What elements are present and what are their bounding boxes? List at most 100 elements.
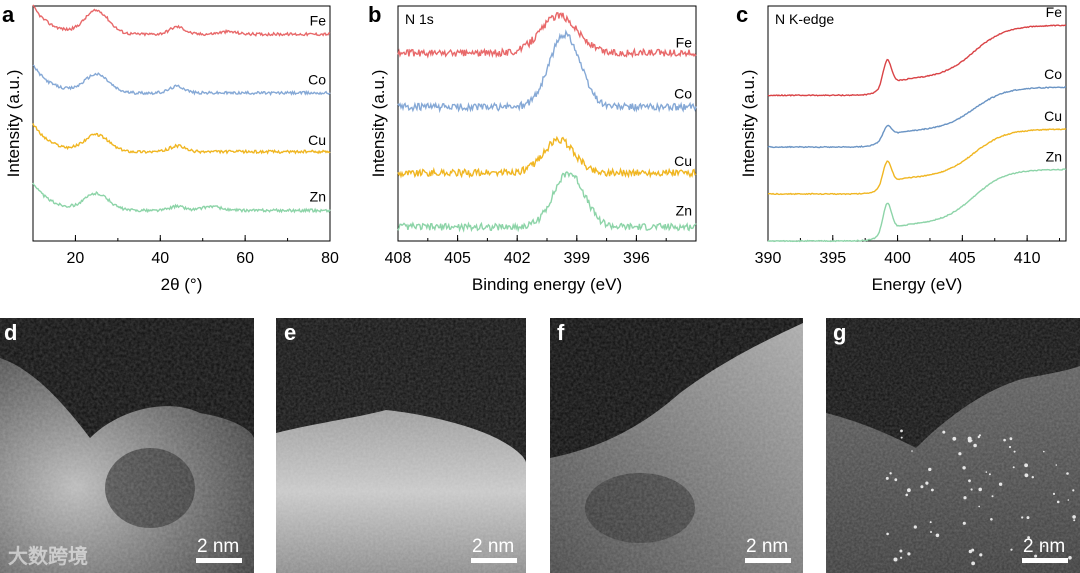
atom-dot: [988, 473, 991, 476]
x-tick-label-b: 408: [385, 250, 412, 267]
series-label-c-zn: Zn: [1046, 149, 1062, 165]
atom-dot: [958, 452, 962, 456]
atom-dot: [1068, 556, 1072, 560]
series-label-a-fe: Fe: [310, 12, 327, 28]
series-line-b-zn: [397, 171, 697, 233]
series-label-b-zn: Zn: [676, 203, 692, 219]
series-line-c-fe: [767, 24, 1067, 97]
atom-dot: [885, 476, 889, 480]
scale-bar-g: [1022, 558, 1068, 563]
x-tick-label-a: 40: [151, 250, 169, 267]
stem-image-g-graphic: [826, 318, 1080, 573]
atom-dot: [913, 525, 917, 529]
watermark-text: 大数跨境: [8, 546, 88, 568]
series-label-c-co: Co: [1044, 66, 1062, 82]
atom-dot: [1021, 516, 1024, 519]
xrd-plot: 20 40 60 80 2θ (°) Intensity (a.u.) Fe Co Cu Zn: [4, 4, 339, 294]
plot-frame-c: [767, 5, 1067, 242]
series-line-c-cu: [768, 128, 1067, 196]
series-label-c-fe: Fe: [1046, 4, 1063, 20]
atom-dot: [920, 485, 924, 489]
atom-dot: [962, 466, 966, 470]
stem-image-d-graphic: [0, 318, 254, 573]
atom-dot: [889, 472, 892, 475]
scale-bar-f: [745, 558, 791, 563]
series-line-a-zn: [32, 182, 331, 214]
atom-dot: [925, 481, 929, 485]
x-tick-label-a: 80: [321, 250, 339, 267]
panel-letter-f: f: [557, 320, 565, 345]
x-axis-label-c: Energy (eV): [872, 275, 963, 294]
atom-dot: [968, 549, 973, 554]
stem-image-d: [0, 318, 254, 573]
atom-dot: [968, 479, 971, 483]
atom-dot: [935, 533, 940, 538]
atom-dot: [942, 430, 946, 434]
plot-frame-b: [397, 5, 697, 242]
series-label-b-co: Co: [674, 85, 692, 101]
atom-dot: [998, 482, 1003, 486]
atom-dot: [1008, 445, 1012, 449]
atom-dot: [967, 436, 972, 441]
panel-letter-a: a: [2, 2, 15, 27]
atom-dot: [952, 436, 957, 441]
y-axis-label-b: Intensity (a.u.): [369, 70, 388, 178]
atom-dot: [930, 531, 932, 533]
scale-bar-e: [471, 558, 517, 563]
scale-label-f: 2 nm: [746, 536, 789, 557]
atom-dot: [911, 450, 913, 452]
panel-letter-e: e: [284, 320, 297, 345]
atom-dot: [1026, 516, 1030, 520]
atom-dot: [991, 495, 994, 498]
x-tick-label-c: 410: [1014, 250, 1041, 267]
panel-letter-c: c: [736, 2, 749, 27]
atom-dot: [962, 521, 966, 525]
atom-dot: [900, 556, 903, 559]
series-line-b-cu: [397, 135, 697, 179]
x-tick-label-b: 396: [623, 250, 650, 267]
atom-dot: [1009, 437, 1013, 441]
series-line-c-zn: [767, 168, 1067, 243]
stem-image-e-graphic: [276, 318, 526, 573]
plot-title-b: N 1s: [405, 11, 434, 27]
atom-dot: [893, 557, 898, 562]
x-tick-label-a: 60: [236, 250, 254, 267]
series-label-c-cu: Cu: [1044, 108, 1062, 124]
x-tick-label-c: 390: [755, 250, 782, 267]
atom-dot: [894, 478, 898, 482]
scale-label-d: 2 nm: [197, 536, 240, 557]
x-tick-label-c: 395: [819, 250, 846, 267]
y-axis-label-c: Intensity (a.u.): [739, 70, 758, 178]
x-axis-label-b: Binding energy (eV): [472, 275, 622, 294]
atom-dot: [990, 518, 993, 521]
atom-dot: [1042, 545, 1045, 548]
x-tick-label-a: 20: [67, 250, 85, 267]
panel-letter-b: b: [368, 2, 382, 27]
atom-dot: [1073, 519, 1076, 522]
atom-dot: [931, 488, 934, 492]
nexafs-n-kedge-plot: 390 395 400 405 410 Energy (eV) Intensity (a.u…: [739, 4, 1067, 294]
atom-dot: [971, 561, 975, 566]
x-tick-label-b: 405: [444, 250, 471, 267]
atom-dot: [1066, 472, 1069, 475]
atom-dot: [900, 436, 903, 439]
x-axis-label-a: 2θ (°): [161, 275, 203, 294]
panel-letter-d: d: [4, 320, 18, 345]
atom-dot: [985, 471, 988, 473]
atom-dot: [1052, 492, 1056, 495]
atom-dot: [1012, 466, 1015, 469]
panel-letter-g: g: [833, 320, 847, 345]
scale-label-e: 2 nm: [472, 536, 515, 557]
atom-dot: [1043, 450, 1045, 453]
series-line-c-co: [767, 86, 1067, 149]
stem-image-f-graphic: [550, 318, 803, 573]
stem-image-g: [826, 318, 1080, 573]
atom-dot: [1072, 489, 1075, 492]
x-tick-label-b: 402: [504, 250, 531, 267]
series-line-a-co: [32, 64, 331, 97]
spectra-figure: 20 40 60 80 2θ (°) Intensity (a.u.) Fe Co Cu Zn 4…: [4, 4, 1067, 294]
x-tick-label-b: 399: [563, 250, 590, 267]
atom-dot: [907, 488, 911, 493]
series-label-a-co: Co: [308, 72, 326, 88]
